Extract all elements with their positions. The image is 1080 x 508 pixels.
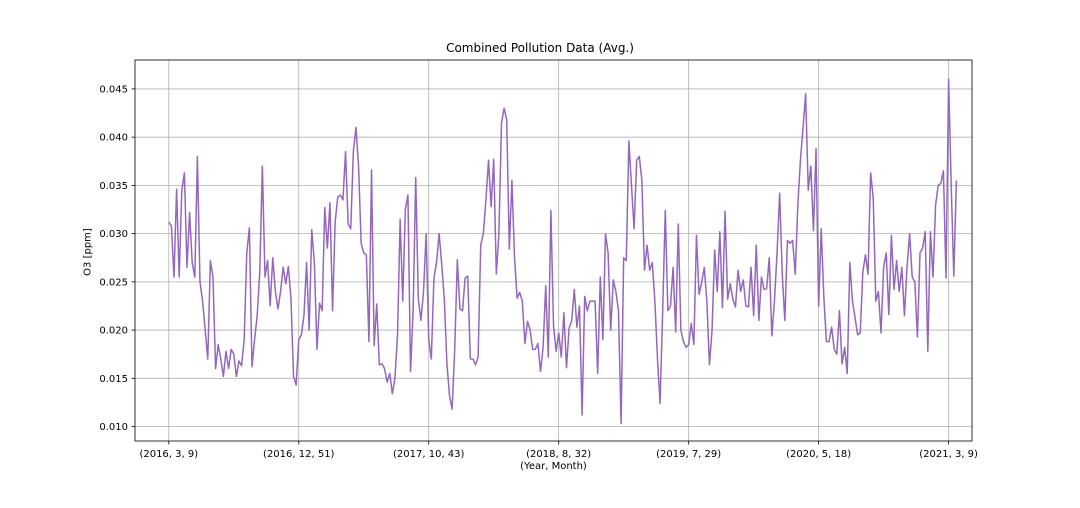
x-tick-label: (2020, 5, 18) [786,449,851,460]
y-tick-label: 0.025 [99,277,128,288]
axes-frame [134,59,973,442]
y-tick-label: 0.045 [99,84,128,95]
series-line-0 [168,78,958,425]
x-axis-label: (Year, Month) [520,461,587,472]
x-tick-label: (2017, 10, 43) [393,449,465,460]
x-tick-label: (2016, 3, 9) [139,449,198,460]
y-tick-label: 0.010 [99,422,128,433]
x-tick-label: (2018, 8, 32) [526,449,591,460]
y-axis-label: O3 [ppm] [82,228,94,276]
chart-title: Combined Pollution Data (Avg.) [446,41,634,55]
y-tick-label: 0.035 [99,181,128,192]
x-axis-ticks: (2016, 3, 9) (2016, 12, 51) (2017, 10, 43)… [139,441,978,460]
x-tick-label: (2021, 3, 9) [919,449,978,460]
y-axis-ticks: 0.010 0.015 0.020 0.025 0.030 0.035 0.040 0.045 [99,84,135,433]
x-tick-label: (2016, 12, 51) [263,449,335,460]
y-tick-label: 0.030 [99,229,128,240]
x-tick-label: (2019, 7, 29) [656,449,721,460]
y-tick-label: 0.020 [99,326,128,337]
y-tick-label: 0.040 [99,133,128,144]
y-tick-label: 0.015 [99,374,128,385]
series-layer [168,78,958,425]
